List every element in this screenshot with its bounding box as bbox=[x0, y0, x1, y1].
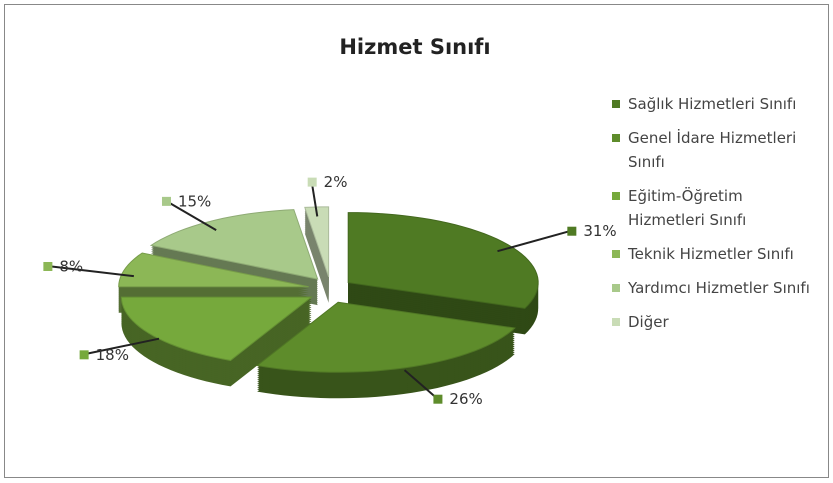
leader-line bbox=[83, 337, 160, 356]
label-swatch bbox=[43, 261, 53, 271]
label-swatch bbox=[567, 226, 577, 236]
legend-swatch bbox=[612, 134, 620, 142]
data-label: 8% bbox=[59, 257, 83, 275]
legend-swatch bbox=[612, 192, 620, 200]
label-swatch bbox=[161, 196, 171, 206]
data-label: 2% bbox=[324, 173, 348, 191]
leader-line bbox=[497, 229, 572, 253]
slice bbox=[120, 296, 313, 361]
legend: Sağlık Hizmetleri Sınıfı Genel İdare Hizm… bbox=[612, 92, 812, 344]
slice bbox=[347, 212, 539, 309]
legend-label: Eğitim-Öğretim Hizmetleri Sınıfı bbox=[628, 187, 747, 229]
legend-swatch bbox=[612, 250, 620, 258]
slice bbox=[149, 209, 319, 280]
label-swatch bbox=[433, 394, 443, 404]
data-label: 31% bbox=[583, 222, 616, 240]
label-swatch bbox=[79, 350, 89, 360]
legend-label: Sağlık Hizmetleri Sınıfı bbox=[628, 95, 797, 113]
frame bbox=[4, 4, 829, 478]
legend-swatch bbox=[612, 100, 620, 108]
legend-label: Yardımcı Hizmetler Sınıfı bbox=[628, 279, 810, 297]
legend-swatch bbox=[612, 318, 620, 326]
data-label: 18% bbox=[96, 346, 129, 364]
legend-label: Diğer bbox=[628, 313, 669, 331]
leader-line bbox=[403, 369, 439, 400]
legend-item: Sağlık Hizmetleri Sınıfı bbox=[612, 92, 812, 116]
leader-line bbox=[310, 181, 319, 217]
legend-item: Eğitim-Öğretim Hizmetleri Sınıfı bbox=[612, 184, 812, 232]
legend-item: Yardımcı Hizmetler Sınıfı bbox=[612, 276, 812, 300]
legend-item: Diğer bbox=[612, 310, 812, 334]
label-swatch bbox=[307, 177, 317, 187]
data-label: 15% bbox=[178, 192, 211, 210]
legend-item: Teknik Hizmetler Sınıfı bbox=[612, 242, 812, 266]
legend-label: Teknik Hizmetler Sınıfı bbox=[628, 245, 794, 263]
legend-item: Genel İdare Hizmetleri Sınıfı bbox=[612, 126, 812, 174]
slice bbox=[118, 252, 309, 288]
legend-swatch bbox=[612, 284, 620, 292]
data-label: 26% bbox=[449, 390, 482, 408]
chart-title: Hizmet Sınıfı bbox=[339, 35, 490, 59]
leader-line bbox=[47, 265, 134, 278]
leader-line bbox=[165, 200, 217, 231]
legend-label: Genel İdare Hizmetleri Sınıfı bbox=[628, 129, 797, 171]
slice bbox=[255, 301, 516, 373]
